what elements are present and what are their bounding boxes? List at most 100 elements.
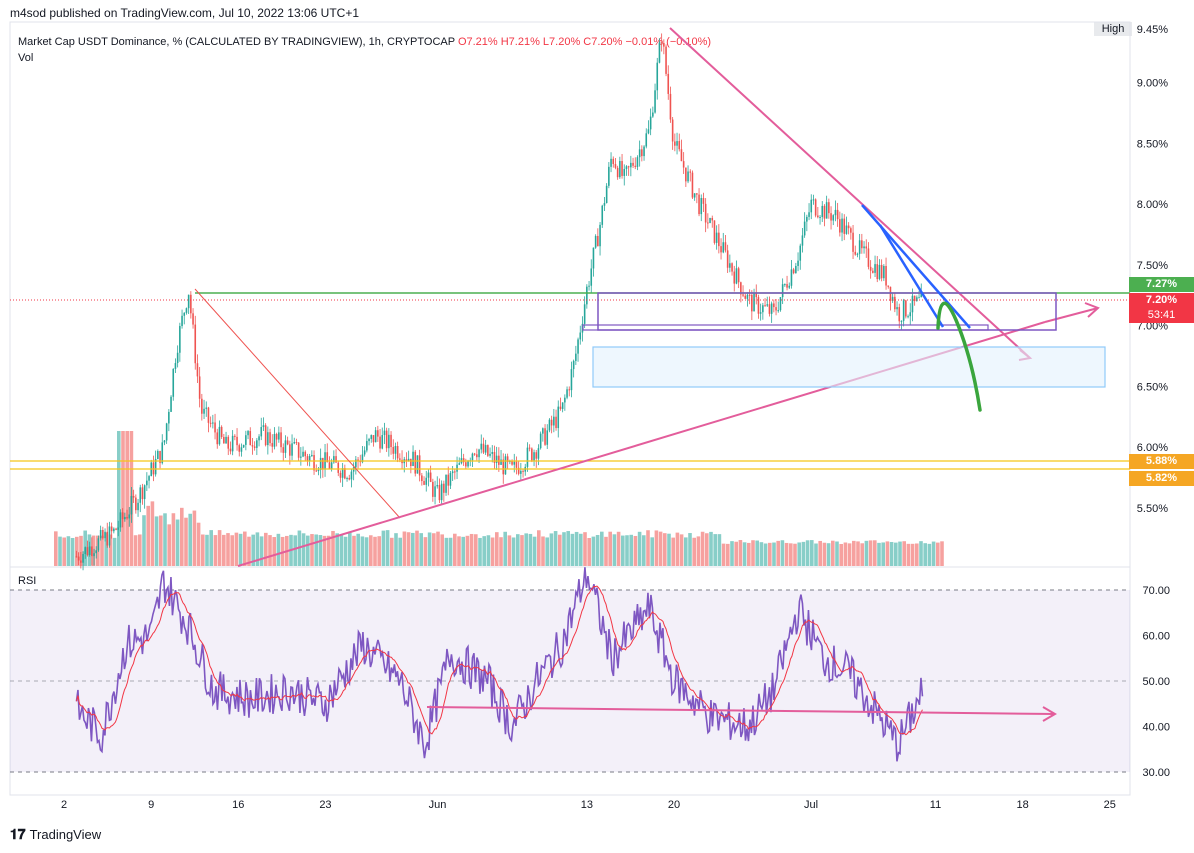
volume-bar [684, 537, 688, 566]
volume-bar [558, 534, 562, 566]
volume-bar [268, 535, 272, 566]
volume-bar [730, 541, 734, 566]
volume-bar [331, 530, 335, 566]
axes[interactable]: 9.45% 9.00% 8.50% 8.00% 7.50% 7.00% 6.50% 6.00%… [61, 24, 1170, 811]
rsi-tick-label: 60.00 [1142, 631, 1170, 643]
blue-trend-line-2[interactable] [878, 224, 945, 328]
rsi-tick-label: 70.00 [1142, 585, 1170, 597]
candle-body [770, 303, 773, 314]
candle-body [742, 294, 744, 296]
rising-arrowhead [1084, 302, 1100, 318]
candle-body [601, 205, 604, 225]
volume-bar [637, 531, 642, 566]
volume-bar [919, 541, 923, 566]
candle-body [491, 452, 494, 454]
volume-bar [360, 536, 365, 566]
candle-body [319, 457, 322, 470]
volume-bar [856, 541, 860, 566]
candle-body [121, 512, 124, 520]
candle-body [500, 459, 502, 465]
candle-body [504, 456, 507, 475]
candle-body [141, 487, 144, 500]
candle-body [682, 161, 685, 168]
candle-body [544, 428, 546, 445]
candle-body [720, 246, 722, 253]
candle-body [467, 461, 469, 467]
falling-trend-line[interactable] [669, 27, 1031, 359]
volume-bar [633, 535, 638, 566]
volume-bar [566, 531, 570, 566]
candle-body [304, 451, 307, 457]
candle-body [555, 416, 557, 429]
candle-body [238, 445, 241, 452]
volume-bar [184, 517, 188, 566]
candle-body [176, 352, 179, 364]
candle-body [80, 560, 82, 563]
blue-trend-line-1[interactable] [861, 204, 971, 329]
candle-body [757, 297, 760, 314]
candle-body [498, 455, 500, 465]
candle-body [537, 448, 540, 459]
candle-body [174, 363, 177, 369]
candle-body [885, 266, 887, 286]
volume-bar [54, 531, 58, 566]
candle-body [630, 162, 632, 168]
volume-bar [62, 537, 66, 566]
volume-bar [478, 537, 482, 566]
volume-bar [868, 540, 873, 566]
candle-body [759, 312, 762, 314]
volume-bar [831, 540, 835, 566]
price-tick-label: 8.00% [1137, 199, 1168, 211]
volume-bar [717, 534, 722, 566]
rsi-trend-line[interactable] [426, 706, 1056, 715]
candle-body [874, 264, 876, 273]
volume-bar [196, 522, 201, 566]
candle-body [548, 419, 551, 431]
candle-body [251, 445, 254, 447]
candle-body [883, 266, 885, 279]
candle-body [905, 300, 907, 317]
candle-body [909, 312, 912, 317]
green-projection-curve[interactable] [936, 301, 982, 412]
purple-support-box[interactable] [582, 324, 989, 331]
volume-bar [453, 533, 457, 566]
candle-body [214, 422, 216, 433]
candle-body [858, 240, 861, 254]
blue-demand-zone[interactable] [592, 346, 1106, 388]
volume-bar [574, 531, 579, 566]
candle-body [293, 442, 296, 444]
volume-bar [885, 541, 890, 566]
red-trend-line[interactable] [194, 288, 401, 519]
yellow-level-tag-1: 5.88% [1129, 454, 1194, 469]
candle-body [341, 468, 344, 478]
candle-body [436, 484, 439, 487]
candle-body [671, 119, 674, 142]
candle-body [489, 453, 491, 456]
candle-body [286, 440, 289, 445]
candle-body [130, 495, 133, 515]
candle-body [256, 440, 258, 448]
volume-bar [759, 542, 764, 566]
candle-body [179, 326, 181, 353]
time-tick-label: 20 [668, 799, 680, 811]
volume-bar [364, 537, 369, 566]
current-price-tag: 7.20% [1129, 293, 1194, 308]
candle-body [724, 242, 727, 251]
volume-bar [873, 540, 877, 566]
candle-body [700, 198, 703, 215]
candle-body [825, 202, 828, 219]
time-tick-label: Jul [804, 799, 818, 811]
candle-body [775, 307, 777, 311]
candle-body [654, 90, 656, 113]
volume-bar [877, 542, 881, 566]
candle-body [652, 112, 654, 117]
candle-body [559, 406, 562, 409]
candle-body [135, 497, 137, 511]
candle-body [368, 438, 370, 442]
volume-bar [675, 532, 680, 566]
candle-body [779, 297, 782, 311]
candle-body [680, 149, 683, 162]
volume-bar [159, 515, 163, 566]
candle-body [656, 62, 659, 91]
